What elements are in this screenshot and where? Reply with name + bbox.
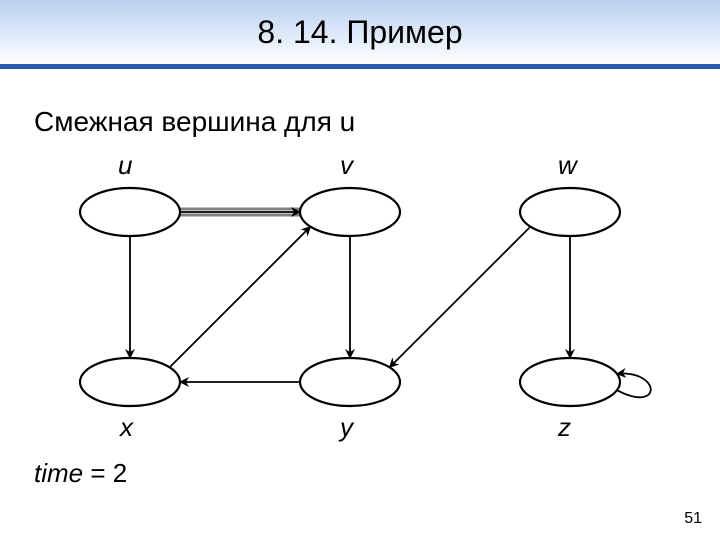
graph-diagram	[0, 0, 720, 540]
